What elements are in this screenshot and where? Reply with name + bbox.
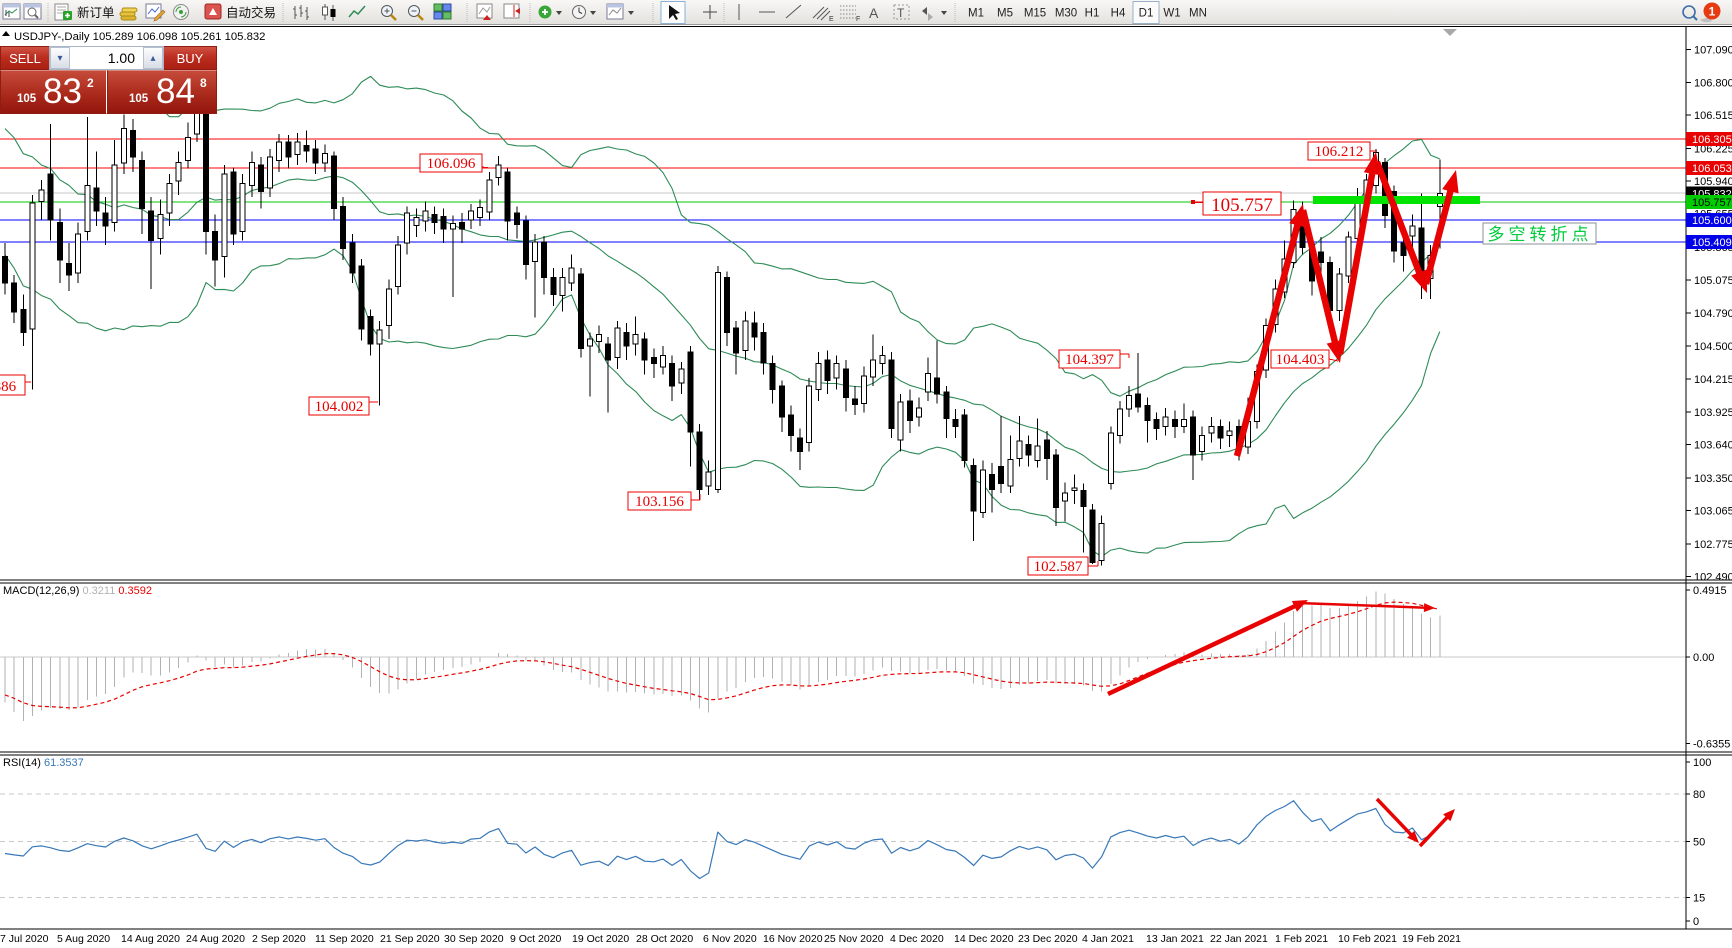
svg-text:A: A xyxy=(869,5,879,21)
svg-text:多空转折点: 多空转折点 xyxy=(1488,225,1593,244)
svg-text:105.757: 105.757 xyxy=(1211,195,1273,216)
svg-text:104.403: 104.403 xyxy=(1276,352,1325,368)
svg-text:-0.6355: -0.6355 xyxy=(1693,738,1730,750)
svg-text:105.600: 105.600 xyxy=(1692,215,1732,227)
svg-text:105.940: 105.940 xyxy=(1694,176,1732,188)
svg-text:106.515: 106.515 xyxy=(1694,110,1732,122)
svg-text:02.886: 02.886 xyxy=(0,379,17,395)
svg-text:102.490: 102.490 xyxy=(1694,571,1732,583)
svg-text:21 Sep 2020: 21 Sep 2020 xyxy=(380,933,440,945)
svg-text:107.090: 107.090 xyxy=(1694,44,1732,56)
svg-text:19 Oct 2020: 19 Oct 2020 xyxy=(572,933,629,945)
svg-text:16 Nov 2020: 16 Nov 2020 xyxy=(763,933,823,945)
svg-text:103.640: 103.640 xyxy=(1694,440,1732,452)
svg-text:103.925: 103.925 xyxy=(1694,407,1732,419)
svg-text:RSI(14) 61.3537: RSI(14) 61.3537 xyxy=(3,757,84,769)
svg-text:7 Jul 2020: 7 Jul 2020 xyxy=(0,933,49,945)
svg-text:9 Oct 2020: 9 Oct 2020 xyxy=(510,933,562,945)
svg-text:4 Dec 2020: 4 Dec 2020 xyxy=(890,933,944,945)
svg-text:14 Dec 2020: 14 Dec 2020 xyxy=(954,933,1014,945)
svg-text:F: F xyxy=(856,16,860,23)
svg-text:25 Nov 2020: 25 Nov 2020 xyxy=(824,933,884,945)
svg-text:22 Jan 2021: 22 Jan 2021 xyxy=(1210,933,1268,945)
svg-text:100: 100 xyxy=(1693,757,1711,769)
svg-text:10 Feb 2021: 10 Feb 2021 xyxy=(1338,933,1397,945)
svg-text:106.053: 106.053 xyxy=(1692,163,1732,175)
svg-text:MACD(12,26,9) 0.3211 0.3592: MACD(12,26,9) 0.3211 0.3592 xyxy=(3,585,152,597)
svg-text:106.096: 106.096 xyxy=(427,156,476,172)
svg-text:M15: M15 xyxy=(1024,8,1046,20)
svg-text:1 Feb 2021: 1 Feb 2021 xyxy=(1275,933,1328,945)
svg-text:106.305: 106.305 xyxy=(1692,134,1732,146)
svg-text:104.002: 104.002 xyxy=(315,399,364,415)
svg-text:0.00: 0.00 xyxy=(1693,652,1714,664)
svg-text:30 Sep 2020: 30 Sep 2020 xyxy=(444,933,504,945)
svg-text:50: 50 xyxy=(1693,837,1705,849)
svg-text:106.800: 106.800 xyxy=(1694,78,1732,90)
svg-text:23 Dec 2020: 23 Dec 2020 xyxy=(1018,933,1078,945)
svg-text:103.065: 103.065 xyxy=(1694,506,1732,518)
svg-text:105.757: 105.757 xyxy=(1692,197,1732,209)
svg-text:新订单: 新订单 xyxy=(77,5,115,20)
svg-text:13 Jan 2021: 13 Jan 2021 xyxy=(1146,933,1204,945)
svg-text:105.075: 105.075 xyxy=(1694,275,1732,287)
svg-text:104.397: 104.397 xyxy=(1065,352,1114,368)
svg-text:T: T xyxy=(897,6,905,20)
svg-text:D1: D1 xyxy=(1139,8,1154,20)
svg-text:H1: H1 xyxy=(1085,8,1100,20)
svg-text:0: 0 xyxy=(1693,916,1699,928)
svg-text:106.212: 106.212 xyxy=(1315,144,1364,160)
svg-text:11 Sep 2020: 11 Sep 2020 xyxy=(315,933,374,945)
svg-text:104.500: 104.500 xyxy=(1694,341,1732,353)
svg-text:M30: M30 xyxy=(1055,8,1077,20)
svg-text:106.225: 106.225 xyxy=(1694,143,1732,155)
svg-text:28 Oct 2020: 28 Oct 2020 xyxy=(636,933,693,945)
svg-text:14 Aug 2020: 14 Aug 2020 xyxy=(121,933,180,945)
svg-text:自动交易: 自动交易 xyxy=(226,5,276,20)
svg-text:0.4915: 0.4915 xyxy=(1693,585,1727,597)
svg-text:19 Feb 2021: 19 Feb 2021 xyxy=(1402,933,1461,945)
svg-text:105.409: 105.409 xyxy=(1692,237,1732,249)
svg-text:102.587: 102.587 xyxy=(1034,559,1083,575)
svg-text:E: E xyxy=(829,16,834,23)
svg-text:104.215: 104.215 xyxy=(1694,374,1732,386)
svg-text:5 Aug 2020: 5 Aug 2020 xyxy=(57,933,110,945)
svg-text:USDJPY-,Daily 105.289 106.098: USDJPY-,Daily 105.289 106.098 105.261 10… xyxy=(14,31,265,43)
svg-text:103.350: 103.350 xyxy=(1694,473,1732,485)
svg-text:M1: M1 xyxy=(968,8,984,20)
svg-text:6 Nov 2020: 6 Nov 2020 xyxy=(703,933,757,945)
svg-text:80: 80 xyxy=(1693,789,1705,801)
svg-text:102.775: 102.775 xyxy=(1694,539,1732,551)
svg-text:15: 15 xyxy=(1693,892,1705,904)
svg-text:2 Sep 2020: 2 Sep 2020 xyxy=(252,933,306,945)
svg-text:4 Jan 2021: 4 Jan 2021 xyxy=(1082,933,1134,945)
svg-text:MN: MN xyxy=(1189,8,1207,20)
svg-text:W1: W1 xyxy=(1163,8,1180,20)
svg-text:H4: H4 xyxy=(1111,8,1126,20)
svg-text:103.156: 103.156 xyxy=(635,494,684,510)
svg-text:1: 1 xyxy=(1709,5,1716,19)
svg-text:24 Aug 2020: 24 Aug 2020 xyxy=(186,933,245,945)
svg-text:M5: M5 xyxy=(997,8,1013,20)
svg-text:104.790: 104.790 xyxy=(1694,308,1732,320)
